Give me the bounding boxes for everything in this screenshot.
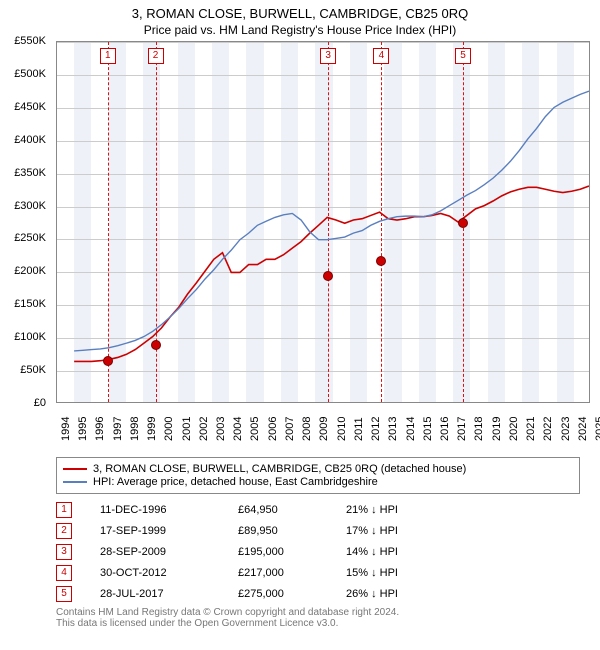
- x-tick-label: 2006: [267, 417, 279, 441]
- x-tick-label: 2015: [422, 417, 434, 441]
- x-tick-label: 2002: [198, 417, 210, 441]
- event-row: 2 17-SEP-1999 £89,950 17% ↓ HPI: [56, 523, 580, 539]
- x-tick-label: 2012: [370, 417, 382, 441]
- x-tick-label: 2016: [439, 417, 451, 441]
- event-row-badge: 5: [56, 586, 72, 602]
- y-tick-label: £500K: [14, 68, 46, 80]
- event-marker: [323, 271, 333, 281]
- legend-row-property: 3, ROMAN CLOSE, BURWELL, CAMBRIDGE, CB25…: [63, 463, 573, 475]
- event-row: 3 28-SEP-2009 £195,000 14% ↓ HPI: [56, 544, 580, 560]
- y-axis-labels: £0£50K£100K£150K£200K£250K£300K£350K£400…: [0, 41, 52, 403]
- event-row-date: 28-JUL-2017: [100, 588, 210, 600]
- event-marker: [103, 356, 113, 366]
- x-tick-label: 2009: [318, 417, 330, 441]
- x-tick-label: 2000: [163, 417, 175, 441]
- legend-label-property: 3, ROMAN CLOSE, BURWELL, CAMBRIDGE, CB25…: [93, 463, 466, 475]
- event-row-price: £89,950: [238, 525, 318, 537]
- event-row: 5 28-JUL-2017 £275,000 26% ↓ HPI: [56, 586, 580, 602]
- chart-subtitle: Price paid vs. HM Land Registry's House …: [0, 23, 600, 37]
- y-tick-label: £550K: [14, 35, 46, 47]
- plot-region: 12345: [56, 41, 590, 403]
- chart-area: £0£50K£100K£150K£200K£250K£300K£350K£400…: [56, 41, 590, 421]
- x-tick-label: 2024: [577, 417, 589, 441]
- x-tick-label: 2011: [353, 417, 365, 441]
- event-row-date: 30-OCT-2012: [100, 567, 210, 579]
- y-tick-label: £300K: [14, 200, 46, 212]
- footer-line-1: Contains HM Land Registry data © Crown c…: [56, 607, 580, 618]
- x-tick-label: 2003: [215, 417, 227, 441]
- y-tick-label: £450K: [14, 101, 46, 113]
- line-svg: [57, 42, 589, 402]
- x-tick-label: 1996: [94, 417, 106, 441]
- event-row-badge: 3: [56, 544, 72, 560]
- x-tick-label: 2021: [525, 417, 537, 441]
- event-row-price: £195,000: [238, 546, 318, 558]
- x-axis-labels: 1994 1995 1996 1997 1998 1999 2000 2001 2002 2003…: [56, 405, 590, 449]
- legend: 3, ROMAN CLOSE, BURWELL, CAMBRIDGE, CB25…: [56, 457, 580, 494]
- event-row-price: £275,000: [238, 588, 318, 600]
- x-tick-label: 2001: [181, 417, 193, 441]
- x-tick-label: 2019: [491, 417, 503, 441]
- y-tick-label: £250K: [14, 232, 46, 244]
- events-table: 1 11-DEC-1996 £64,950 21% ↓ HPI 2 17-SEP-1999…: [56, 502, 580, 602]
- y-tick-label: £0: [34, 397, 46, 409]
- x-tick-label: 2018: [473, 417, 485, 441]
- y-tick-label: £100K: [14, 331, 46, 343]
- event-marker: [458, 218, 468, 228]
- event-row-badge: 1: [56, 502, 72, 518]
- y-tick-label: £50K: [20, 364, 46, 376]
- x-tick-label: 2004: [232, 417, 244, 441]
- event-row-badge: 4: [56, 565, 72, 581]
- event-row: 4 30-OCT-2012 £217,000 15% ↓ HPI: [56, 565, 580, 581]
- x-tick-label: 2008: [301, 417, 313, 441]
- x-tick-label: 2010: [336, 417, 348, 441]
- event-row-delta: 17% ↓ HPI: [346, 525, 398, 537]
- y-tick-label: £150K: [14, 298, 46, 310]
- event-row: 1 11-DEC-1996 £64,950 21% ↓ HPI: [56, 502, 580, 518]
- event-row-date: 11-DEC-1996: [100, 504, 210, 516]
- event-row-badge: 2: [56, 523, 72, 539]
- footer-line-2: This data is licensed under the Open Gov…: [56, 618, 580, 629]
- x-tick-label: 2025: [594, 417, 600, 441]
- event-row-delta: 14% ↓ HPI: [346, 546, 398, 558]
- x-tick-label: 2013: [387, 417, 399, 441]
- event-row-delta: 21% ↓ HPI: [346, 504, 398, 516]
- x-tick-label: 2022: [542, 417, 554, 441]
- x-tick-label: 2023: [560, 417, 572, 441]
- event-marker: [376, 256, 386, 266]
- x-tick-label: 1998: [129, 417, 141, 441]
- event-marker: [151, 340, 161, 350]
- y-tick-label: £400K: [14, 134, 46, 146]
- x-tick-label: 2017: [456, 417, 468, 441]
- y-tick-label: £350K: [14, 167, 46, 179]
- x-tick-label: 2005: [249, 417, 261, 441]
- chart-title: 3, ROMAN CLOSE, BURWELL, CAMBRIDGE, CB25…: [0, 6, 600, 21]
- x-tick-label: 1997: [112, 417, 124, 441]
- legend-label-hpi: HPI: Average price, detached house, East…: [93, 476, 378, 488]
- legend-swatch-property: [63, 468, 87, 470]
- legend-row-hpi: HPI: Average price, detached house, East…: [63, 476, 573, 488]
- x-tick-label: 2020: [508, 417, 520, 441]
- event-row-price: £64,950: [238, 504, 318, 516]
- legend-swatch-hpi: [63, 481, 87, 483]
- x-tick-label: 1994: [60, 417, 72, 441]
- series-line-hpi: [74, 91, 589, 351]
- event-row-date: 28-SEP-2009: [100, 546, 210, 558]
- x-tick-label: 2007: [284, 417, 296, 441]
- x-tick-label: 1995: [77, 417, 89, 441]
- y-tick-label: £200K: [14, 265, 46, 277]
- x-tick-label: 1999: [146, 417, 158, 441]
- event-row-delta: 26% ↓ HPI: [346, 588, 398, 600]
- event-row-price: £217,000: [238, 567, 318, 579]
- event-row-date: 17-SEP-1999: [100, 525, 210, 537]
- footer: Contains HM Land Registry data © Crown c…: [56, 607, 580, 629]
- event-row-delta: 15% ↓ HPI: [346, 567, 398, 579]
- x-tick-label: 2014: [405, 417, 417, 441]
